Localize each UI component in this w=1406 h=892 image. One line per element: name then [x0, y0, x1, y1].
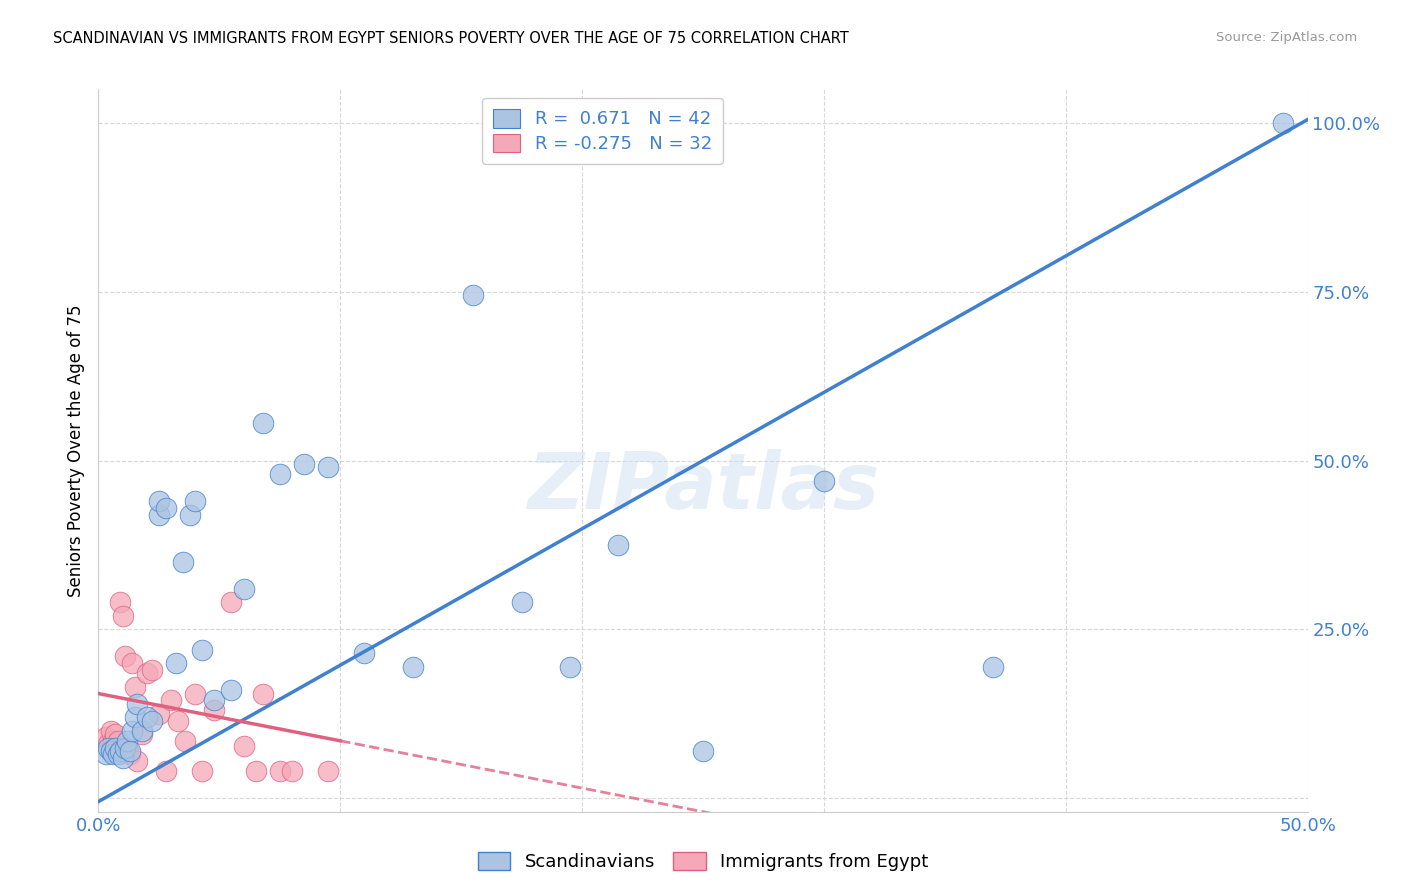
Point — [269, 764, 291, 779]
Point — [232, 582, 254, 596]
Point — [148, 706, 170, 721]
Point — [813, 474, 835, 488]
Point — [353, 646, 375, 660]
Point — [510, 595, 533, 609]
Point — [232, 739, 254, 753]
Point — [221, 595, 243, 609]
Point — [221, 683, 243, 698]
Point — [184, 494, 207, 508]
Point — [245, 764, 267, 779]
Y-axis label: Seniors Poverty Over the Age of 75: Seniors Poverty Over the Age of 75 — [66, 304, 84, 597]
Point — [108, 744, 131, 758]
Point — [191, 642, 214, 657]
Point — [114, 649, 136, 664]
Point — [174, 734, 197, 748]
Point — [316, 460, 339, 475]
Text: SCANDINAVIAN VS IMMIGRANTS FROM EGYPT SENIORS POVERTY OVER THE AGE OF 75 CORRELA: SCANDINAVIAN VS IMMIGRANTS FROM EGYPT SE… — [53, 31, 849, 46]
Point — [111, 750, 134, 764]
Point — [101, 747, 124, 762]
Point — [127, 754, 149, 768]
Point — [463, 288, 485, 302]
Point — [121, 656, 143, 670]
Point — [204, 693, 226, 707]
Point — [558, 659, 581, 673]
Point — [135, 710, 157, 724]
Point — [97, 737, 120, 751]
Point — [117, 734, 139, 748]
Point — [316, 764, 339, 779]
Point — [167, 714, 190, 728]
Point — [124, 710, 146, 724]
Point — [118, 747, 141, 762]
Point — [141, 714, 163, 728]
Point — [101, 734, 124, 748]
Point — [124, 680, 146, 694]
Point — [184, 687, 207, 701]
Point — [117, 740, 139, 755]
Text: Source: ZipAtlas.com: Source: ZipAtlas.com — [1216, 31, 1357, 45]
Point — [104, 727, 127, 741]
Point — [94, 731, 117, 745]
Point — [692, 744, 714, 758]
Text: ZIPatlas: ZIPatlas — [527, 449, 879, 524]
Point — [121, 723, 143, 738]
Point — [1272, 116, 1295, 130]
Point — [292, 457, 315, 471]
Point — [607, 538, 630, 552]
Point — [148, 494, 170, 508]
Point — [155, 500, 177, 515]
Point — [179, 508, 201, 522]
Point — [165, 656, 187, 670]
Point — [107, 734, 129, 748]
Point — [131, 723, 153, 738]
Point — [252, 687, 274, 701]
Legend: Scandinavians, Immigrants from Egypt: Scandinavians, Immigrants from Egypt — [471, 845, 935, 879]
Legend: R =  0.671   N = 42, R = -0.275   N = 32: R = 0.671 N = 42, R = -0.275 N = 32 — [482, 98, 723, 164]
Point — [111, 608, 134, 623]
Point — [100, 723, 122, 738]
Point — [100, 744, 122, 758]
Point — [104, 740, 127, 755]
Point — [981, 659, 1004, 673]
Point — [131, 727, 153, 741]
Point — [204, 703, 226, 717]
Point — [402, 659, 425, 673]
Point — [114, 740, 136, 755]
Point — [281, 764, 304, 779]
Point — [108, 595, 131, 609]
Point — [191, 764, 214, 779]
Point — [135, 666, 157, 681]
Point — [94, 747, 117, 762]
Point — [172, 555, 194, 569]
Point — [97, 740, 120, 755]
Point — [127, 697, 149, 711]
Point — [252, 417, 274, 431]
Point — [118, 744, 141, 758]
Point — [141, 663, 163, 677]
Point — [107, 747, 129, 762]
Point — [160, 693, 183, 707]
Point — [155, 764, 177, 779]
Point — [269, 467, 291, 481]
Point — [148, 508, 170, 522]
